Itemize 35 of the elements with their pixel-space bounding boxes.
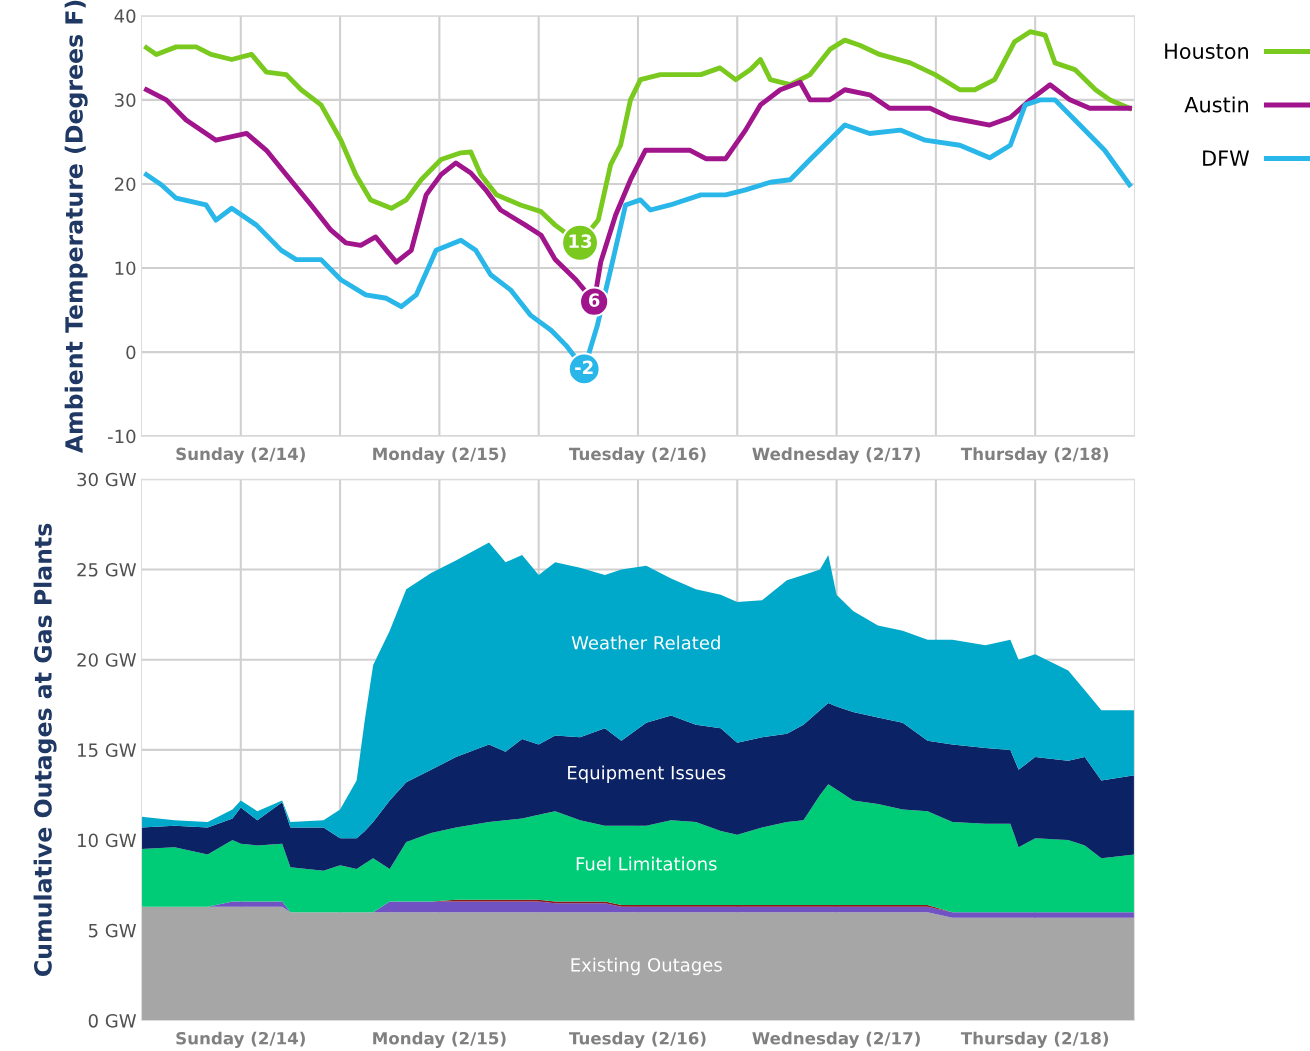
y-tick-label: 20 GW: [77, 653, 137, 667]
x-tick-label: Tuesday (2/16): [569, 1031, 706, 1048]
y-tick-label: 30: [115, 93, 136, 107]
series-label: Existing Outages: [571, 957, 722, 976]
y-tick-label: 0: [126, 345, 136, 360]
annotation: -2: [575, 360, 593, 374]
x-tick-label: Sunday (2/14): [176, 447, 305, 464]
annotation: 13: [569, 234, 592, 249]
series-label: Equipment Issues: [568, 765, 726, 783]
y-tick-label: 5 GW: [88, 923, 137, 938]
x-tick-label: Wednesday (2/17): [752, 447, 920, 464]
series-label: Fuel Limitations: [576, 856, 717, 871]
series-label: Weather Related: [571, 635, 720, 650]
x-tick-label: Monday (2/15): [373, 1031, 506, 1048]
y-tick-label: 25 GW: [77, 562, 137, 577]
y-tick-label: 20: [114, 177, 136, 192]
legend-label: Houston: [1165, 43, 1248, 60]
y-tick-label: 10: [115, 261, 136, 276]
x-tick-label: Thursday (2/18): [960, 447, 1109, 464]
y-tick-label: 30 GW: [77, 472, 137, 487]
y-axis-title: Ambient Temperature (Degrees F): [64, 0, 88, 454]
y-tick-label: 0 GW: [88, 1013, 137, 1028]
x-tick-label: Thursday (2/18): [960, 1031, 1109, 1048]
x-tick-label: Monday (2/15): [373, 447, 506, 464]
y-tick-label: 40: [114, 9, 136, 23]
legend-label: DFW: [1203, 150, 1250, 166]
y-tick-label: -10: [108, 429, 136, 444]
y-tick-label: 15 GW: [78, 743, 137, 757]
annotation: 6: [588, 293, 600, 307]
legend-label: Austin: [1184, 96, 1248, 113]
x-tick-label: Wednesday (2/17): [752, 1031, 920, 1048]
y-axis-title: Cumulative Outages at Gas Plants: [33, 523, 57, 976]
x-tick-label: Sunday (2/14): [176, 1031, 305, 1048]
y-tick-label: 10 GW: [78, 833, 137, 848]
x-tick-label: Tuesday (2/16): [569, 447, 706, 464]
